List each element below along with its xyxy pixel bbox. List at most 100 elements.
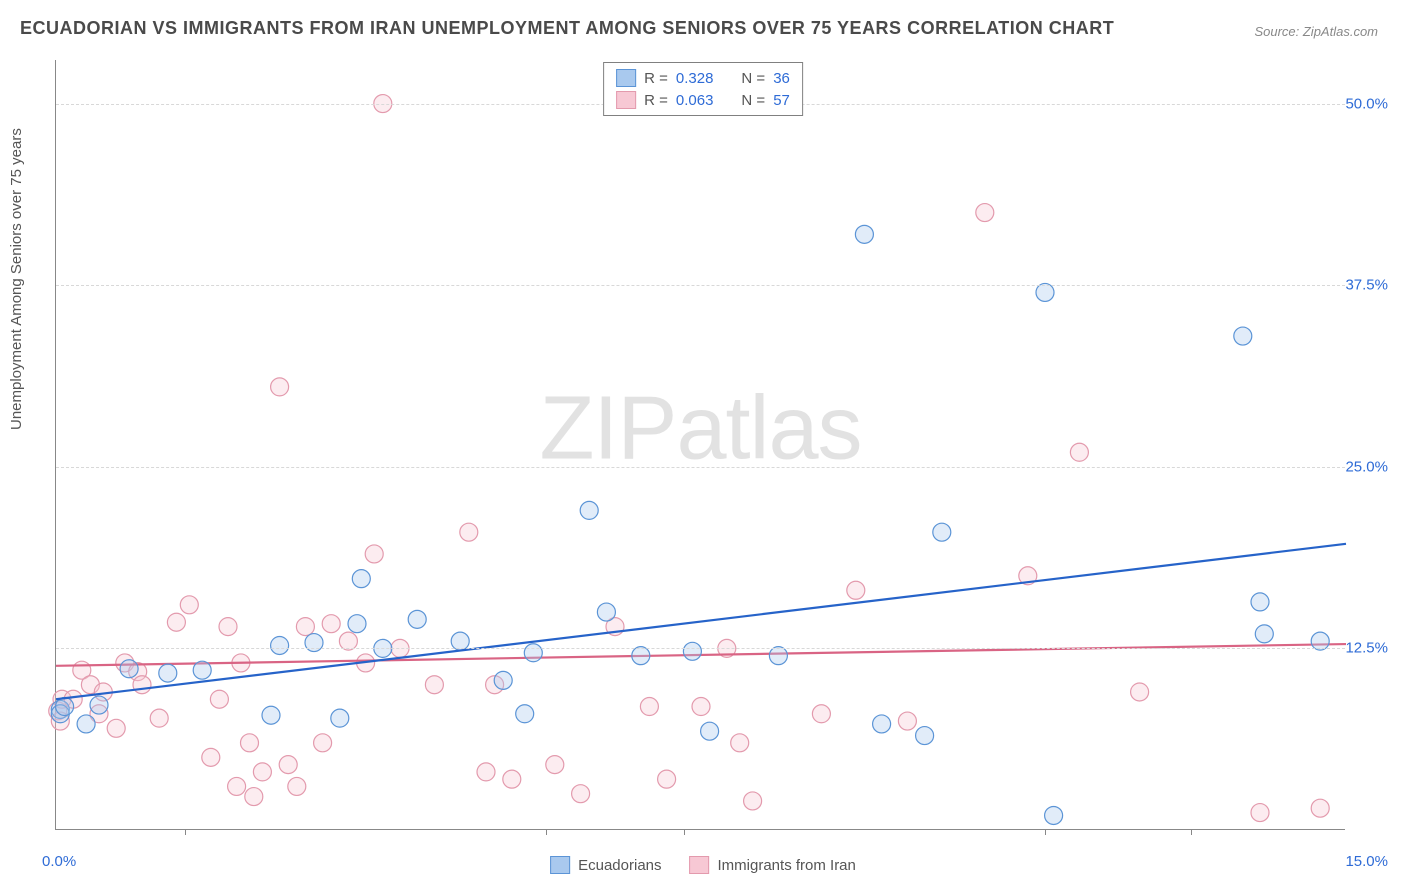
correlation-legend: R = 0.328 N = 36 R = 0.063 N = 57 [603, 62, 803, 116]
data-point-pink [322, 615, 340, 633]
data-point-pink [245, 788, 263, 806]
source-attribution: Source: ZipAtlas.com [1254, 24, 1378, 39]
series-swatch-pink [690, 856, 710, 874]
data-point-pink [150, 709, 168, 727]
data-point-pink [288, 777, 306, 795]
data-point-pink [107, 719, 125, 737]
legend-n-label: N = [741, 70, 765, 87]
data-point-blue [262, 706, 280, 724]
data-point-blue [77, 715, 95, 733]
data-point-blue [352, 570, 370, 588]
x-tick [185, 829, 186, 835]
data-point-pink [503, 770, 521, 788]
data-point-blue [873, 715, 891, 733]
data-point-pink [314, 734, 332, 752]
data-point-pink [477, 763, 495, 781]
legend-swatch-blue [616, 69, 636, 87]
data-point-blue [331, 709, 349, 727]
legend-n-label: N = [741, 92, 765, 109]
data-point-blue [1251, 593, 1269, 611]
legend-swatch-pink [616, 91, 636, 109]
data-point-pink [253, 763, 271, 781]
legend-n-value: 36 [773, 70, 790, 87]
data-point-pink [167, 613, 185, 631]
data-point-pink [296, 618, 314, 636]
grid-line [56, 648, 1345, 649]
data-point-pink [744, 792, 762, 810]
y-tick-label: 25.0% [1345, 458, 1388, 475]
data-point-blue [408, 610, 426, 628]
data-point-blue [348, 615, 366, 633]
data-point-pink [1131, 683, 1149, 701]
data-point-blue [597, 603, 615, 621]
data-point-pink [572, 785, 590, 803]
data-point-blue [56, 698, 74, 716]
chart-title: ECUADORIAN VS IMMIGRANTS FROM IRAN UNEMP… [20, 18, 1114, 39]
data-point-pink [847, 581, 865, 599]
data-point-pink [1311, 799, 1329, 817]
data-point-pink [219, 618, 237, 636]
series-legend-item-pink: Immigrants from Iran [690, 856, 856, 874]
data-point-pink [202, 748, 220, 766]
grid-line [56, 285, 1345, 286]
data-point-pink [180, 596, 198, 614]
x-axis-max-label: 15.0% [1345, 853, 1388, 870]
data-point-blue [933, 523, 951, 541]
data-point-blue [159, 664, 177, 682]
data-point-blue [193, 661, 211, 679]
data-point-blue [120, 660, 138, 678]
data-point-pink [365, 545, 383, 563]
series-label: Immigrants from Iran [718, 857, 856, 874]
data-point-pink [271, 378, 289, 396]
y-tick-label: 37.5% [1345, 277, 1388, 294]
x-tick [546, 829, 547, 835]
data-point-pink [546, 756, 564, 774]
data-point-pink [692, 698, 710, 716]
grid-line [56, 467, 1345, 468]
y-tick-label: 50.0% [1345, 95, 1388, 112]
data-point-pink [425, 676, 443, 694]
data-point-pink [1070, 443, 1088, 461]
series-legend: Ecuadorians Immigrants from Iran [550, 856, 856, 874]
data-point-blue [701, 722, 719, 740]
x-axis-origin-label: 0.0% [42, 853, 76, 870]
legend-r-value: 0.063 [676, 92, 714, 109]
data-point-blue [1255, 625, 1273, 643]
data-point-blue [271, 636, 289, 654]
data-point-pink [133, 676, 151, 694]
trend-line-blue [56, 544, 1346, 699]
series-legend-item-blue: Ecuadorians [550, 856, 661, 874]
legend-r-value: 0.328 [676, 70, 714, 87]
data-point-blue [1045, 806, 1063, 824]
data-point-pink [640, 698, 658, 716]
data-point-blue [855, 225, 873, 243]
legend-r-label: R = [644, 92, 668, 109]
data-point-pink [228, 777, 246, 795]
x-tick [1045, 829, 1046, 835]
data-point-pink [658, 770, 676, 788]
data-point-blue [494, 671, 512, 689]
data-point-blue [1234, 327, 1252, 345]
data-point-blue [683, 642, 701, 660]
data-point-pink [976, 204, 994, 222]
legend-n-value: 57 [773, 92, 790, 109]
data-point-blue [580, 501, 598, 519]
data-point-pink [1251, 804, 1269, 822]
data-point-blue [524, 644, 542, 662]
x-tick [1191, 829, 1192, 835]
data-point-blue [90, 696, 108, 714]
data-point-pink [241, 734, 259, 752]
legend-r-label: R = [644, 70, 668, 87]
data-point-pink [460, 523, 478, 541]
x-tick [684, 829, 685, 835]
data-point-pink [210, 690, 228, 708]
series-swatch-blue [550, 856, 570, 874]
plot-area: ZIPatlas [55, 60, 1345, 830]
y-axis-label: Unemployment Among Seniors over 75 years [8, 128, 25, 430]
series-label: Ecuadorians [578, 857, 661, 874]
data-point-pink [898, 712, 916, 730]
data-point-blue [516, 705, 534, 723]
data-point-pink [279, 756, 297, 774]
y-tick-label: 12.5% [1345, 640, 1388, 657]
data-point-blue [916, 727, 934, 745]
